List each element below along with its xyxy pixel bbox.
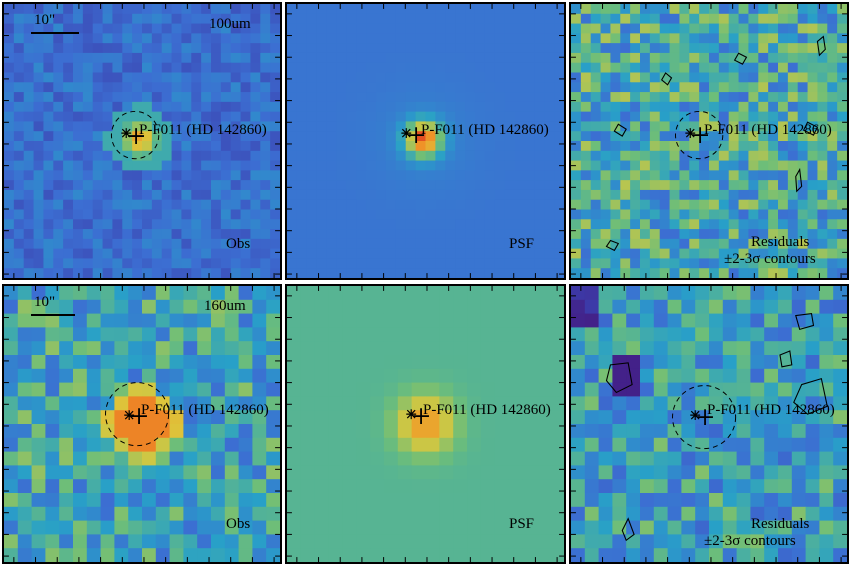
plus-marker [131, 408, 147, 424]
pixel-grid [287, 4, 564, 278]
panel-100um-obs: 10" 100um P-F011 (HD 142860) Obs [2, 2, 282, 280]
scale-bar [31, 314, 75, 316]
axis-ticks [4, 286, 280, 562]
star-marker [124, 410, 135, 421]
axis-ticks [4, 4, 280, 278]
psf-label: PSF [509, 516, 535, 532]
panel-100um-psf: P-F011 (HD 142860) PSF [285, 2, 566, 280]
contours-label: ±2-3σ contours [724, 251, 816, 267]
axis-ticks [287, 4, 564, 278]
star-marker [121, 128, 132, 139]
image-100um-residuals [571, 4, 847, 278]
scale-bar-label: 10" [34, 294, 56, 310]
contour-line [795, 312, 815, 331]
contour-line [795, 167, 803, 193]
plus-marker [128, 128, 144, 144]
pixel-grid [571, 4, 847, 278]
target-label: P-F011 (HD 142860) [704, 122, 832, 138]
residuals-label: Residuals [751, 234, 810, 250]
plus-marker [413, 408, 429, 424]
contour-line [605, 362, 633, 394]
psf-label: PSF [509, 236, 535, 252]
band-label: 160um [204, 298, 246, 314]
residuals-label: Residuals [751, 516, 810, 532]
aperture-circle [105, 382, 170, 447]
image-100um-obs [4, 4, 280, 278]
star-marker [401, 128, 412, 139]
image-100um-psf [287, 4, 564, 278]
target-label: P-F011 (HD 142860) [139, 122, 267, 138]
target-label: P-F011 (HD 142860) [423, 402, 551, 418]
band-label: 100um [209, 16, 251, 32]
panel-160um-residuals: P-F011 (HD 142860) Residuals ±2-3σ conto… [569, 284, 849, 564]
image-160um-obs [4, 286, 280, 562]
target-label: P-F011 (HD 142860) [421, 122, 549, 138]
scale-bar [31, 32, 79, 34]
obs-label: Obs [226, 516, 251, 532]
contour-line [802, 121, 819, 136]
image-160um-residuals [571, 286, 847, 562]
target-label: P-F011 (HD 142860) [707, 402, 835, 418]
contour-line [621, 517, 635, 542]
image-160um-psf [287, 286, 564, 562]
contour-line [605, 239, 620, 252]
star-marker [685, 128, 696, 139]
pixel-grid [4, 286, 280, 562]
axis-ticks [571, 4, 847, 278]
contour-line [660, 72, 673, 86]
contour-line [793, 377, 828, 415]
contour-line [613, 123, 627, 137]
obs-label: Obs [226, 236, 251, 252]
aperture-circle [110, 110, 160, 160]
aperture-circle [674, 110, 724, 160]
plus-marker [408, 127, 425, 143]
plus-marker [692, 127, 709, 143]
target-label: P-F011 (HD 142860) [141, 402, 269, 418]
star-marker [406, 409, 417, 420]
panel-160um-obs: 10" 160um P-F011 (HD 142860) Obs [2, 284, 282, 564]
star-marker [690, 410, 701, 421]
panel-100um-residuals: P-F011 (HD 142860) Residuals ±2-3σ conto… [569, 2, 849, 280]
axis-ticks [571, 286, 847, 562]
pixel-grid [4, 4, 280, 278]
contour-line [816, 35, 826, 57]
contour-line [779, 350, 793, 368]
contours-label: ±2-3σ contours [704, 533, 796, 549]
contour-line [733, 52, 748, 65]
panel-160um-psf: P-F011 (HD 142860) PSF [285, 284, 566, 564]
plus-marker [697, 409, 713, 425]
aperture-circle [672, 385, 737, 450]
axis-ticks [287, 286, 564, 562]
scale-bar-label: 10" [34, 12, 56, 28]
